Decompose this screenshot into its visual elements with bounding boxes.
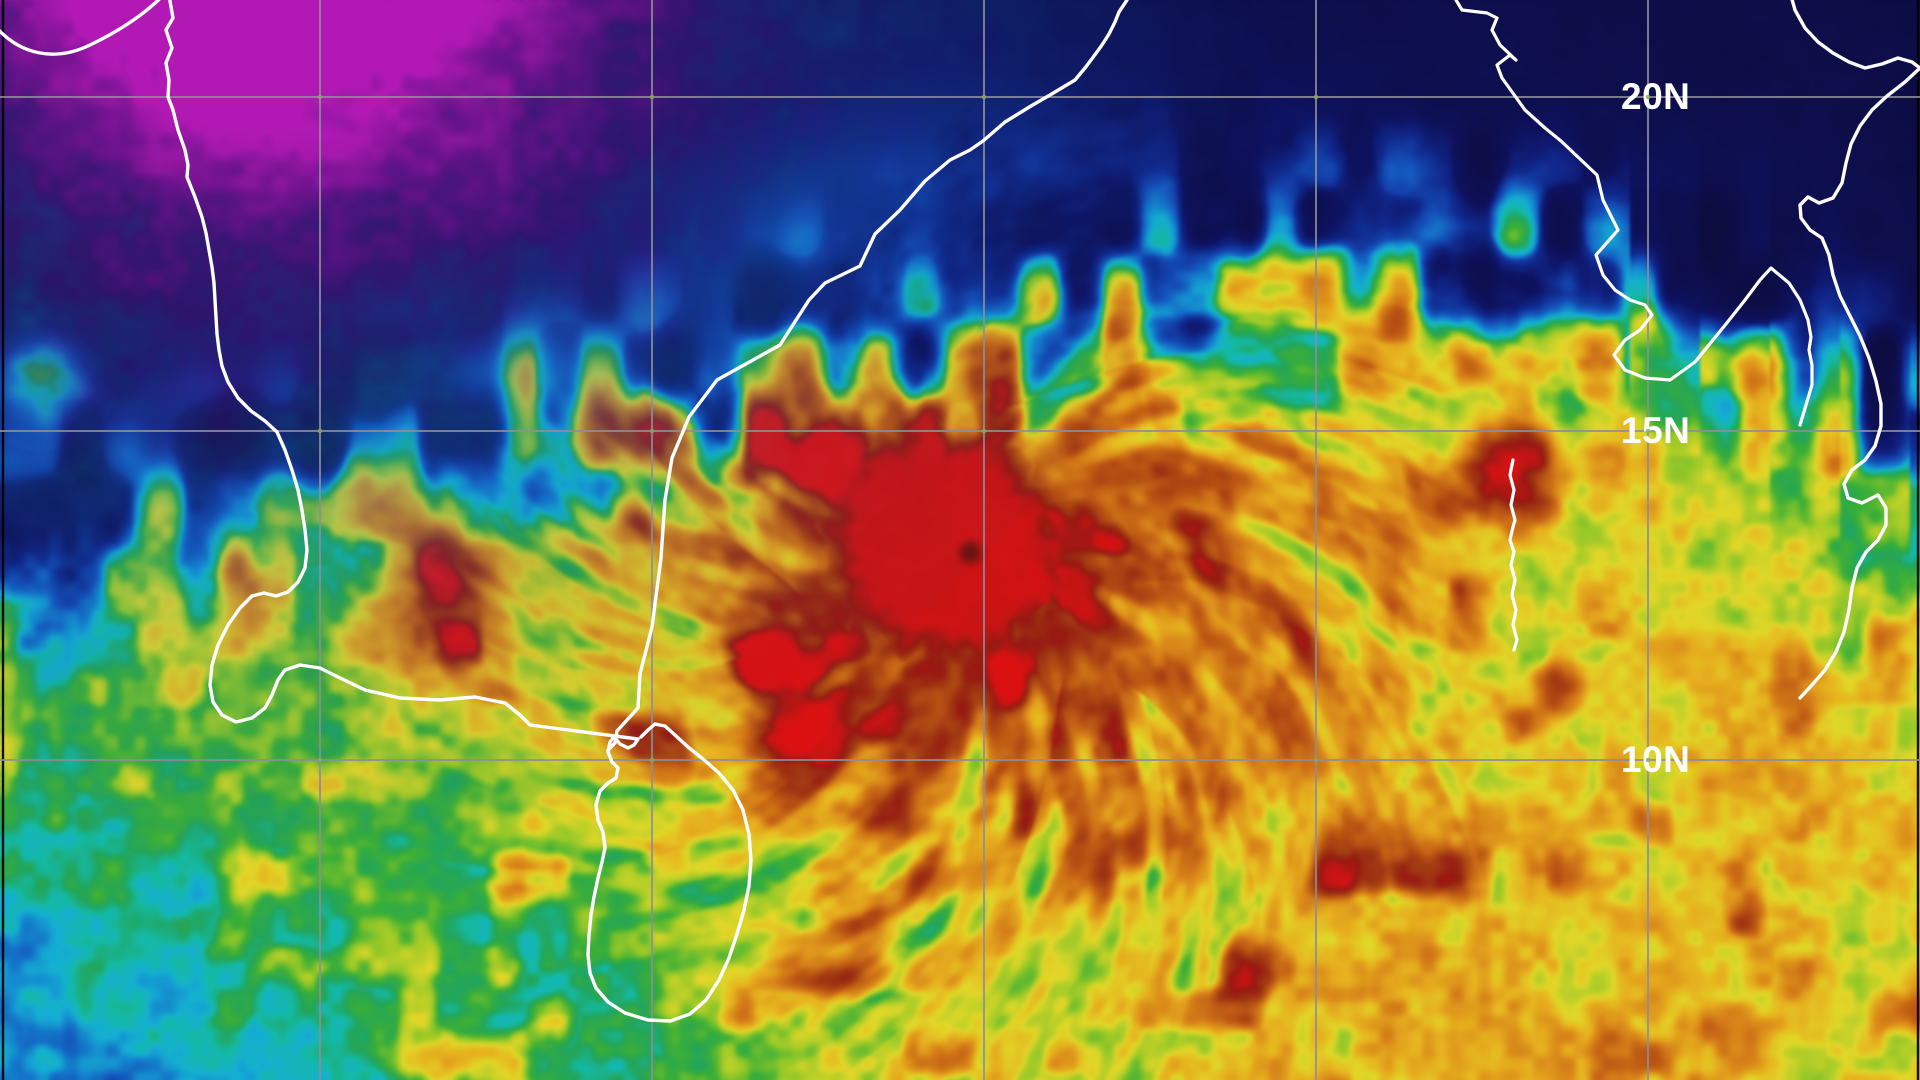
svg-text:10N: 10N (1621, 739, 1690, 780)
svg-text:15N: 15N (1621, 410, 1690, 451)
svg-text:20N: 20N (1621, 76, 1690, 117)
